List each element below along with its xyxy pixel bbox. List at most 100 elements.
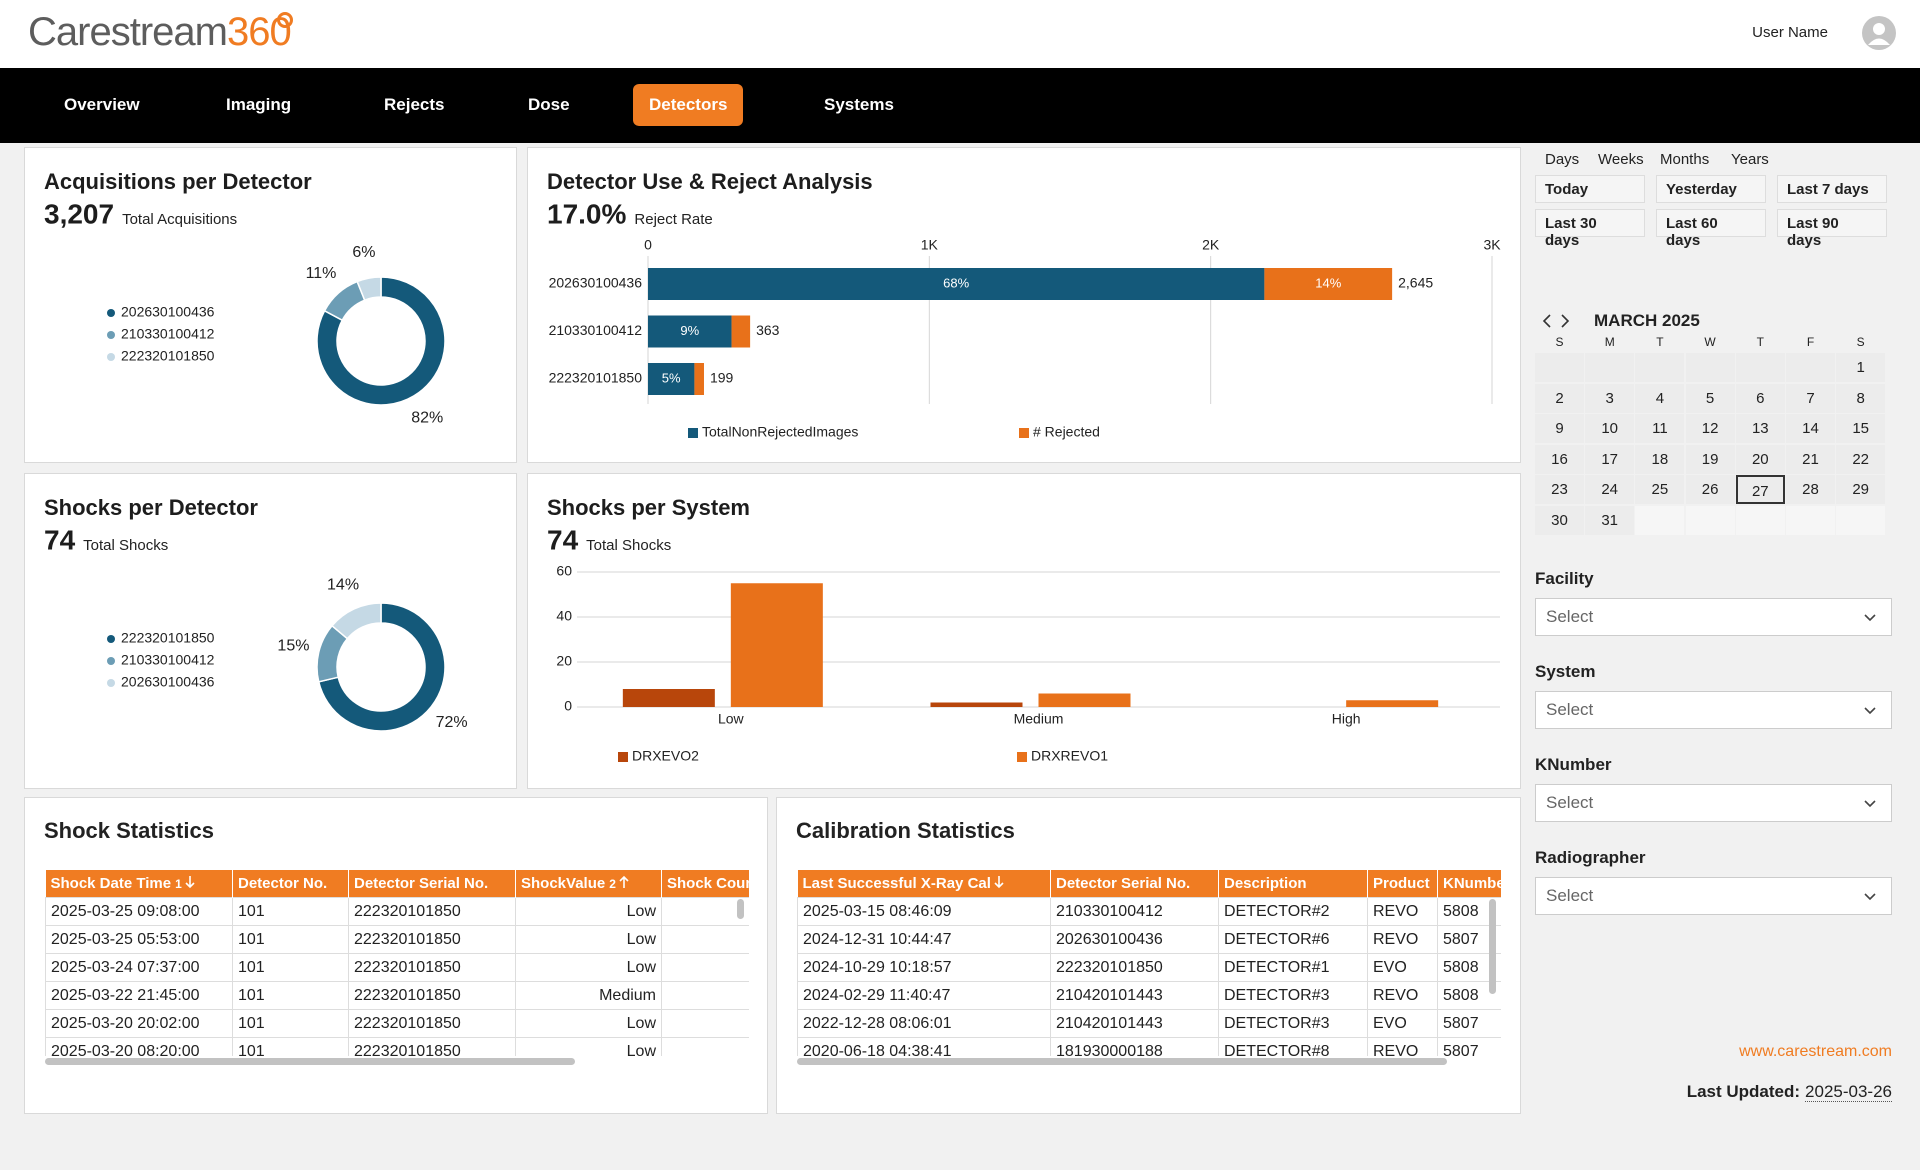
prev-month: [1542, 314, 1551, 328]
calendar-day[interactable]: 24: [1585, 475, 1635, 505]
quick-range-button[interactable]: Last 7 days: [1777, 175, 1887, 203]
calendar-day[interactable]: 4: [1635, 383, 1685, 413]
column-header[interactable]: Detector Serial No.: [348, 870, 516, 898]
calendar-day[interactable]: 18: [1635, 444, 1685, 474]
nav-item[interactable]: Detectors: [633, 84, 744, 126]
legend-label: 210330100412: [121, 652, 215, 668]
category-label: 202630100436: [549, 275, 643, 291]
calendar-day[interactable]: 13: [1735, 414, 1785, 444]
legend-label: 222320101850: [121, 630, 215, 646]
slice-label: 11%: [306, 265, 337, 282]
table-cell: DETECTOR#3: [1218, 1009, 1368, 1038]
header-row: Last Successful X-Ray Cal Detector Serial…: [797, 870, 1501, 898]
v-scrollbar[interactable]: [737, 899, 744, 919]
calendar-day[interactable]: 5: [1685, 383, 1735, 413]
calendar-day[interactable]: 22: [1836, 444, 1886, 474]
column-header[interactable]: KNumber: [1437, 870, 1501, 898]
calendar-day: [1685, 506, 1735, 535]
table-cell: 101: [232, 897, 349, 926]
calendar-day[interactable]: 15: [1836, 414, 1886, 444]
h-scrollbar[interactable]: [797, 1058, 1447, 1065]
period-tab[interactable]: Years: [1731, 151, 1769, 168]
quick-range-button[interactable]: Last 60 days: [1656, 209, 1766, 249]
website-link[interactable]: www.carestream.com: [1739, 1043, 1892, 1060]
category-label: 210330100412: [549, 322, 643, 338]
column-header[interactable]: ShockValue 2: [515, 870, 662, 898]
chart-title: Shocks per System: [547, 495, 750, 520]
calendar-day[interactable]: 21: [1786, 444, 1835, 474]
table-row: 2025-03-20 08:20:00 101 222320101850 Low: [45, 1037, 749, 1056]
column-header[interactable]: Shock Date Time 1: [45, 870, 233, 898]
column-label: Shock Count: [667, 875, 749, 892]
quick-range-button[interactable]: Today: [1535, 175, 1645, 203]
v-scrollbar[interactable]: [1489, 899, 1496, 994]
calendar-day[interactable]: 14: [1786, 414, 1835, 444]
column-header[interactable]: Detector Serial No.: [1050, 870, 1219, 898]
kpi-value: 74: [547, 524, 579, 555]
calendar-day[interactable]: 3: [1585, 383, 1635, 413]
table-cell: 2020-06-18 04:38:41: [797, 1037, 1051, 1056]
calendar-day[interactable]: 20: [1735, 444, 1785, 474]
nav-item[interactable]: Overview: [64, 95, 140, 114]
calendar-day[interactable]: 26: [1685, 475, 1735, 505]
chart-panel: Acquisitions per Detector 3,207 Total Acqu…: [24, 147, 517, 463]
calendar-day[interactable]: 10: [1585, 414, 1635, 444]
calendar-day[interactable]: 2: [1535, 383, 1584, 413]
column-label: Description: [1224, 875, 1307, 892]
calendar-day[interactable]: 12: [1685, 414, 1735, 444]
filter-select[interactable]: Select: [1535, 784, 1892, 822]
calendar-day[interactable]: 23: [1535, 475, 1584, 505]
column-header[interactable]: Last Successful X-Ray Cal: [797, 870, 1051, 898]
table-row: 2025-03-25 05:53:00 101 222320101850 Low: [45, 925, 749, 954]
slice-label: 82%: [411, 409, 443, 426]
column-header[interactable]: Detector No.: [232, 870, 349, 898]
filter-select[interactable]: Select: [1535, 598, 1892, 636]
arrow: [185, 876, 195, 889]
nav-bar: [0, 68, 1920, 143]
table-cell: [661, 953, 749, 982]
nav-item[interactable]: Dose: [528, 95, 570, 114]
calendar-day: [1635, 353, 1685, 382]
filter-select[interactable]: Select: [1535, 877, 1892, 915]
calendar-day[interactable]: 19: [1685, 444, 1735, 474]
calendar-day[interactable]: 8: [1836, 383, 1886, 413]
column-header[interactable]: Description: [1218, 870, 1368, 898]
quick-range-button[interactable]: Last 90 days: [1777, 209, 1887, 249]
filter-select[interactable]: Select: [1535, 691, 1892, 729]
calendar-day[interactable]: 6: [1735, 383, 1785, 413]
nav-item[interactable]: Rejects: [384, 95, 445, 114]
table-cell: [661, 897, 749, 926]
table-row: 2025-03-15 08:46:09 210330100412 DETECTOR#…: [797, 897, 1501, 926]
column-header[interactable]: Product: [1367, 870, 1438, 898]
nav-item[interactable]: Imaging: [226, 95, 292, 114]
calendar-day[interactable]: 11: [1635, 414, 1685, 444]
chevron: [1864, 707, 1876, 715]
calendar-day[interactable]: 30: [1535, 506, 1584, 535]
chevron-path: [1864, 893, 1876, 901]
calendar-day[interactable]: 29: [1836, 475, 1886, 505]
calendar-day[interactable]: 27: [1735, 475, 1785, 505]
table-cell: 2022-12-28 08:06:01: [797, 1009, 1051, 1038]
calendar-day[interactable]: 31: [1585, 506, 1635, 535]
calendar-day[interactable]: 17: [1585, 444, 1635, 474]
calendar-day[interactable]: 16: [1535, 444, 1584, 474]
calendar-day[interactable]: 25: [1635, 475, 1685, 505]
calendar-day[interactable]: 28: [1786, 475, 1835, 505]
quick-range-button[interactable]: Last 30 days: [1535, 209, 1645, 249]
period-tab[interactable]: Weeks: [1598, 151, 1644, 168]
period-tab[interactable]: Days: [1545, 151, 1580, 168]
quick-range-button[interactable]: Yesterday: [1656, 175, 1766, 203]
period-tab[interactable]: Months: [1660, 151, 1710, 168]
calendar-day: [1535, 353, 1584, 382]
select-placeholder: Select: [1546, 607, 1594, 626]
h-scrollbar[interactable]: [45, 1058, 575, 1065]
nav-item[interactable]: Systems: [824, 95, 894, 114]
column-header[interactable]: Shock Count: [661, 870, 749, 898]
calendar-day[interactable]: 9: [1535, 414, 1584, 444]
calendar-day[interactable]: 7: [1786, 383, 1835, 413]
legend-swatch: [107, 353, 115, 361]
chevron-path: [1864, 800, 1876, 808]
calendar-day[interactable]: 1: [1836, 353, 1886, 382]
avatar[interactable]: [1861, 15, 1897, 51]
